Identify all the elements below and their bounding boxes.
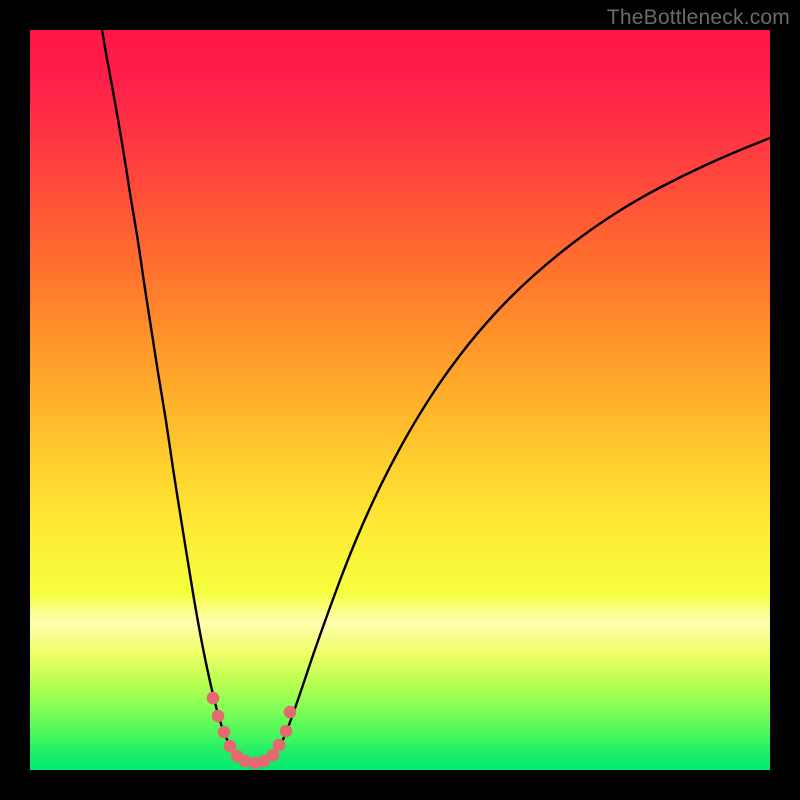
curve-right-branch [277, 138, 770, 751]
frame-bottom [0, 770, 800, 800]
frame-left [0, 0, 30, 800]
frame-right [770, 0, 800, 800]
chart-plot-area [30, 30, 770, 770]
curve-left-branch [102, 30, 233, 751]
marker-dot [207, 692, 220, 705]
marker-dot [273, 739, 286, 752]
watermark-text: TheBottleneck.com [607, 6, 790, 30]
marker-dot [218, 726, 231, 739]
marker-dot [284, 706, 297, 719]
marker-dot [212, 710, 225, 723]
bottleneck-curves [30, 30, 770, 770]
marker-group [207, 692, 297, 770]
marker-dot [280, 725, 293, 738]
